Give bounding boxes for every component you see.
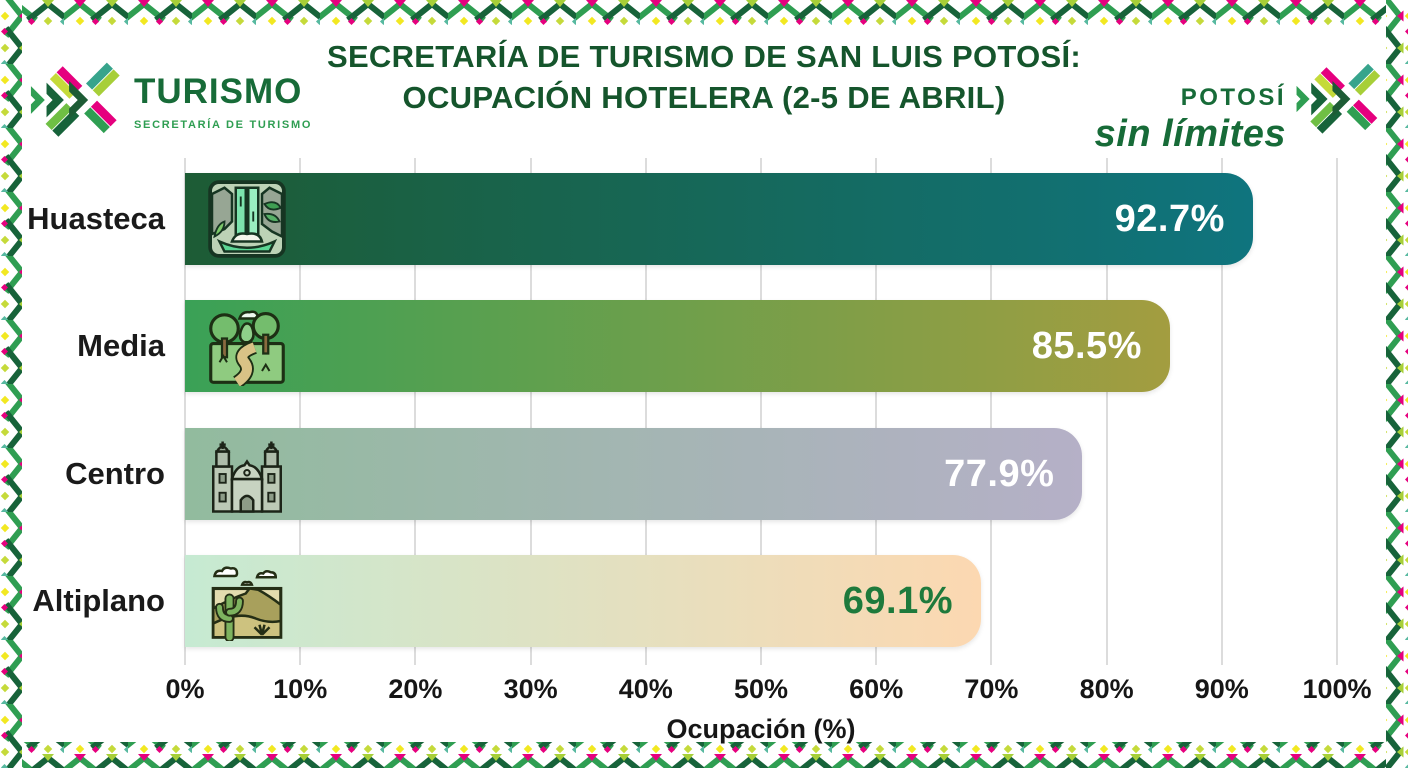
bar-row: Centro 77.9% — [65, 428, 1337, 520]
gridline — [760, 158, 762, 665]
x-axis-ticks: 0% 10% 20% 30% 40% 50% 60% 70% 80% 90% 100% — [165, 674, 1371, 708]
turismo-logo-name: TURISMO — [134, 72, 303, 111]
bar-centro: 77.9% — [185, 428, 1083, 520]
desert-icon — [207, 561, 287, 641]
category-label: Huasteca — [27, 201, 165, 236]
bar-media: 85.5% — [185, 300, 1170, 392]
x-tick-label: 60% — [849, 674, 904, 704]
gridline — [529, 158, 532, 665]
title-line-1: SECRETARÍA DE TURISMO DE SAN LUIS POTOSÍ… — [326, 39, 1082, 74]
bar-huasteca: 92.7% — [185, 173, 1253, 265]
category-label: Centro — [65, 456, 165, 491]
x-tick-label: 100% — [1302, 674, 1372, 704]
title-line-2: OCUPACIÓN HOTELERA (2-5 DE ABRIL) — [402, 80, 1006, 115]
plot-area: Huasteca 92.7% Media 85.5% Centro 77.9% Altipl… — [27, 158, 1338, 665]
cathedral-icon — [207, 434, 287, 514]
potosi-wordmark: POTOSÍ — [1180, 84, 1286, 111]
x-tick-label: 80% — [1079, 674, 1134, 704]
gridline — [414, 158, 417, 665]
x-tick-label: 30% — [503, 674, 558, 704]
bar-value-label: 85.5% — [1031, 324, 1142, 367]
turismo-logo: TURISMO SECRETARÍA DE TURISMO — [24, 48, 312, 152]
turismo-logo-subtitle: SECRETARÍA DE TURISMO — [134, 119, 313, 131]
x-tick-label: 50% — [733, 674, 789, 704]
potosi-sin-limites-logo: POTOSÍ sin límites — [1095, 50, 1388, 156]
sin-limites-wordmark: sin límites — [1094, 113, 1286, 155]
category-label: Altiplano — [32, 583, 165, 618]
x-tick-label: 70% — [964, 674, 1019, 704]
waterfall-icon — [207, 179, 287, 259]
turismo-burst-icon — [24, 48, 128, 152]
bar-altiplano: 69.1% — [185, 555, 982, 647]
bar-value-label: 69.1% — [842, 579, 954, 622]
bar-value-label: 77.9% — [944, 452, 1055, 495]
x-axis-label: Ocupación (%) — [666, 714, 856, 744]
gridline — [875, 158, 878, 665]
x-tick-label: 90% — [1194, 674, 1249, 704]
bar-row: Media 85.5% — [77, 300, 1337, 392]
bar-value-label: 92.7% — [1114, 197, 1225, 240]
x-tick-label: 20% — [388, 674, 443, 704]
x-tick-label: 10% — [273, 674, 328, 704]
forest-path-icon — [207, 306, 287, 386]
potosi-burst-icon — [1290, 50, 1388, 148]
page-title: SECRETARÍA DE TURISMO DE SAN LUIS POTOSÍ… — [290, 36, 1118, 118]
gridline — [1220, 158, 1223, 665]
category-label: Media — [77, 328, 165, 363]
gridline — [990, 158, 993, 665]
x-tick-label: 40% — [618, 674, 673, 704]
gridline — [184, 158, 186, 665]
gridline — [1336, 158, 1338, 665]
gridline — [1105, 158, 1108, 665]
bar-row: Huasteca 92.7% — [27, 173, 1337, 265]
gridline — [299, 158, 302, 665]
x-tick-label: 0% — [165, 674, 205, 704]
bar-row: Altiplano 69.1% — [32, 555, 1337, 647]
gridline — [644, 158, 647, 665]
